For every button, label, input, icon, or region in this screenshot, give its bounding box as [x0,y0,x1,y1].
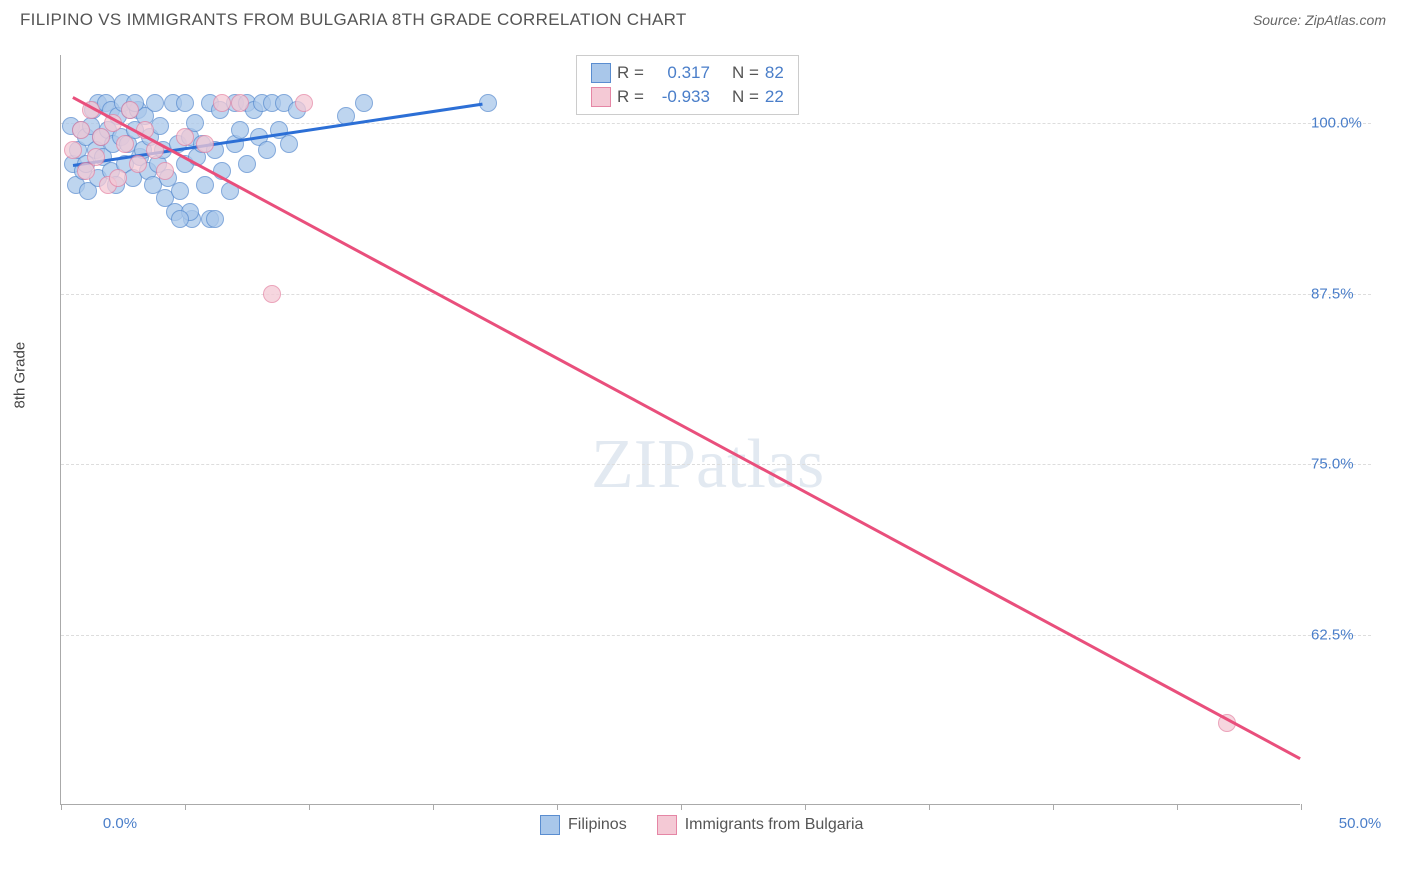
data-point [109,169,127,187]
data-point [176,94,194,112]
data-point [280,135,298,153]
stats-row-bulgaria: R = -0.933 N = 22 [591,85,784,109]
data-point [263,285,281,303]
legend-label-filipinos: Filipinos [568,816,627,834]
n-value-filipinos: 82 [765,63,784,83]
r-value-filipinos: 0.317 [650,63,710,83]
x-tick [1177,804,1178,810]
x-tick [309,804,310,810]
y-tick-label: 75.0% [1311,456,1354,473]
legend-label-bulgaria: Immigrants from Bulgaria [685,816,864,834]
data-point [72,121,90,139]
swatch-filipinos [540,815,560,835]
data-point [196,135,214,153]
n-value-bulgaria: 22 [765,87,784,107]
x-tick [433,804,434,810]
data-point [129,155,147,173]
data-point [64,141,82,159]
stats-row-filipinos: R = 0.317 N = 82 [591,61,784,85]
x-tick-label: 50.0% [1339,815,1382,832]
x-tick [1053,804,1054,810]
data-point [238,155,256,173]
gridline [61,123,1371,124]
trendline [73,96,1302,760]
data-point [355,94,373,112]
r-label: R = [617,87,644,107]
x-tick [61,804,62,810]
data-point [87,148,105,166]
swatch-bulgaria [591,87,611,107]
n-label: N = [732,87,759,107]
gridline [61,635,1371,636]
x-tick [557,804,558,810]
chart-header: FILIPINO VS IMMIGRANTS FROM BULGARIA 8TH… [0,0,1406,35]
data-point [146,94,164,112]
swatch-filipinos [591,63,611,83]
y-tick-label: 62.5% [1311,626,1354,643]
x-tick-label: 0.0% [103,815,137,832]
x-tick [185,804,186,810]
plot-area: ZIPatlas R = 0.317 N = 82 R = -0.933 N =… [60,55,1300,805]
data-point [171,182,189,200]
data-point [116,135,134,153]
x-tick [1301,804,1302,810]
x-tick [805,804,806,810]
r-value-bulgaria: -0.933 [650,87,710,107]
x-tick [929,804,930,810]
legend-item-filipinos: Filipinos [540,815,627,835]
series-legend: Filipinos Immigrants from Bulgaria [540,815,863,835]
data-point [231,94,249,112]
source-attribution: Source: ZipAtlas.com [1253,12,1386,28]
data-point [121,101,139,119]
swatch-bulgaria [657,815,677,835]
data-point [206,210,224,228]
r-label: R = [617,63,644,83]
x-tick [681,804,682,810]
n-label: N = [732,63,759,83]
chart-title: FILIPINO VS IMMIGRANTS FROM BULGARIA 8TH… [20,10,687,30]
data-point [231,121,249,139]
data-point [176,128,194,146]
stats-legend: R = 0.317 N = 82 R = -0.933 N = 22 [576,55,799,115]
data-point [295,94,313,112]
data-point [156,162,174,180]
y-axis-title: 8th Grade [12,342,29,409]
data-point [258,141,276,159]
y-tick-label: 87.5% [1311,285,1354,302]
data-point [171,210,189,228]
y-tick-label: 100.0% [1311,115,1362,132]
data-point [213,94,231,112]
gridline [61,464,1371,465]
data-point [196,176,214,194]
gridline [61,294,1371,295]
chart-container: 8th Grade ZIPatlas R = 0.317 N = 82 R = … [60,35,1386,825]
legend-item-bulgaria: Immigrants from Bulgaria [657,815,864,835]
